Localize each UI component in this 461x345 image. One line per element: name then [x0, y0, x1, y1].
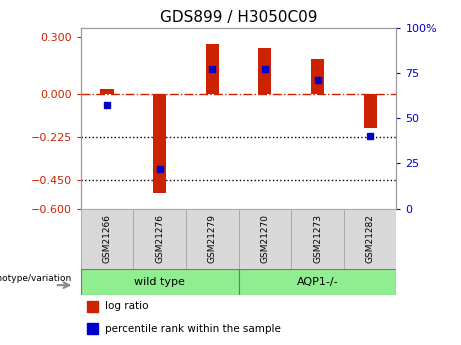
Bar	[153, 94, 166, 194]
FancyBboxPatch shape	[239, 269, 396, 295]
Text: GSM21282: GSM21282	[366, 215, 375, 263]
Text: AQP1-/-: AQP1-/-	[297, 277, 338, 287]
Text: GSM21270: GSM21270	[260, 214, 269, 264]
Title: GDS899 / H3050C09: GDS899 / H3050C09	[160, 10, 317, 25]
Text: genotype/variation: genotype/variation	[0, 274, 71, 284]
FancyBboxPatch shape	[133, 209, 186, 269]
Bar	[364, 94, 377, 128]
Bar	[87, 323, 98, 334]
FancyBboxPatch shape	[239, 209, 291, 269]
Text: log ratio: log ratio	[105, 302, 148, 312]
Bar	[100, 89, 113, 94]
Bar	[311, 59, 324, 94]
Text: GSM21276: GSM21276	[155, 214, 164, 264]
FancyBboxPatch shape	[186, 209, 239, 269]
Bar	[87, 301, 98, 312]
Bar	[206, 44, 219, 94]
FancyBboxPatch shape	[291, 209, 344, 269]
Text: GSM21279: GSM21279	[208, 214, 217, 264]
Text: GSM21266: GSM21266	[102, 214, 112, 264]
FancyBboxPatch shape	[81, 269, 239, 295]
Text: GSM21273: GSM21273	[313, 214, 322, 264]
Text: wild type: wild type	[134, 277, 185, 287]
Text: percentile rank within the sample: percentile rank within the sample	[105, 324, 281, 334]
Bar	[258, 48, 272, 94]
FancyBboxPatch shape	[81, 209, 133, 269]
FancyBboxPatch shape	[344, 209, 396, 269]
